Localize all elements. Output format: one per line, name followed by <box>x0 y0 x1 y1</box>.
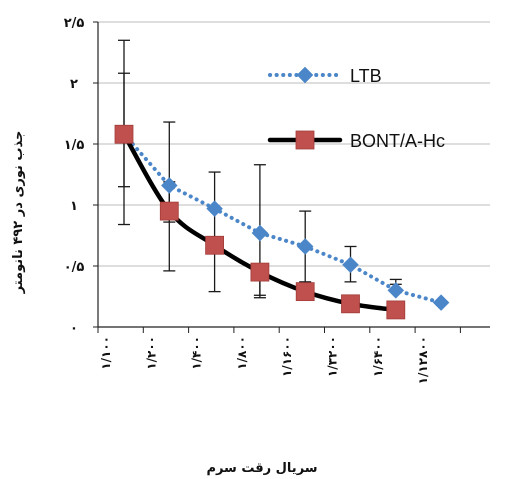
point-bont-a-hc <box>205 235 225 255</box>
series-line-ltb <box>122 132 444 305</box>
x-axis-ticks: ۱/۱۰۰ ۱/۲۰۰ ۱/۴۰۰ ۱/۸۰۰ ۱/۱۶۰۰ ۱/۳۲۰۰ ۱/۶۴۰۰ ۱/… <box>97 327 461 384</box>
point-bont-a-hc <box>341 294 360 314</box>
point-bont-a-hc <box>295 282 315 302</box>
x-tick-label: ۱/۲۰۰ <box>144 336 158 370</box>
point-bont-a-hc <box>250 262 270 282</box>
y-axis-ticks: ۰ ۰/۵ ۱ ۱/۵ ۲ ۲/۵ <box>64 16 85 336</box>
point-ltb <box>342 256 359 274</box>
point-bont-a-hc <box>386 300 406 320</box>
y-tick-label: ۰/۵ <box>64 260 85 275</box>
y-tick-label: ۱/۵ <box>64 138 85 153</box>
point-ltb <box>432 294 450 311</box>
y-axis-label: جذب نوری در ۴۹۲ نانومتر <box>11 131 26 295</box>
point-ltb <box>206 200 223 218</box>
point-bont-a-hc <box>159 201 179 221</box>
x-axis-label: سریال رقت سرم <box>206 461 317 476</box>
x-tick-label: ۱/۳۲۰۰ <box>326 336 340 377</box>
legend-label: BONT/A-Hc <box>350 131 445 151</box>
series-markers <box>114 124 450 320</box>
y-tick-label: ۰ <box>70 321 78 336</box>
x-tick-label: ۱/۱۰۰ <box>99 336 113 370</box>
y-tick-label: ۲/۵ <box>64 16 85 31</box>
point-bont-a-hc <box>114 124 134 144</box>
x-tick-label: ۱/۴۰۰ <box>190 336 204 370</box>
point-ltb <box>296 66 314 84</box>
x-tick-label: ۱/۸۰۰ <box>235 336 249 370</box>
point-ltb <box>251 224 269 242</box>
point-ltb <box>387 282 405 299</box>
x-tick-label: ۱/۶۴۰۰ <box>371 336 385 377</box>
x-tick-label: ۱/۱۲۸۰۰ <box>416 336 430 384</box>
point-ltb <box>160 177 178 194</box>
gridlines <box>93 21 490 328</box>
legend: LTB BONT/A-Hc <box>267 66 445 151</box>
x-tick-label: ۱/۱۶۰۰ <box>280 336 294 377</box>
point-bont-a-hc <box>295 130 315 150</box>
point-ltb <box>296 238 314 255</box>
legend-label: LTB <box>350 66 382 86</box>
y-tick-label: ۲ <box>70 77 78 92</box>
y-tick-label: ۱ <box>70 199 78 214</box>
